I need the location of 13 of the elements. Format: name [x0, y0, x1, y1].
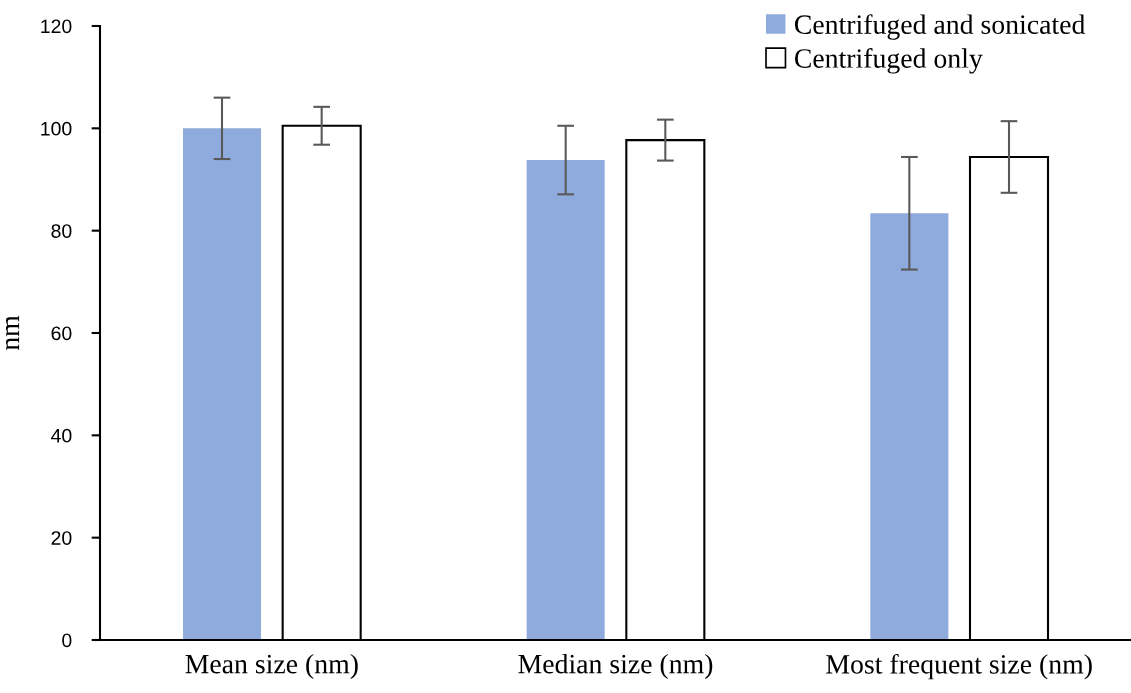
x-tick-label: Mean size (nm) [185, 653, 358, 680]
y-axis-title: nm [5, 315, 20, 351]
y-tick-label: 120 [41, 19, 72, 34]
y-tick-label: 40 [51, 428, 72, 443]
y-tick-label: 20 [51, 531, 72, 545]
legend-label: Centrifuged only [794, 48, 983, 74]
x-tick-label: Most frequent size (nm) [826, 653, 1092, 680]
legend-label: Centrifuged and sonicated [794, 14, 1086, 40]
y-tick-label: 0 [62, 633, 72, 648]
y-tick-label: 100 [41, 121, 72, 136]
y-tick-label: 80 [51, 224, 72, 238]
x-tick-label: Median size (nm) [518, 653, 713, 680]
y-tick-label: 60 [51, 326, 72, 341]
